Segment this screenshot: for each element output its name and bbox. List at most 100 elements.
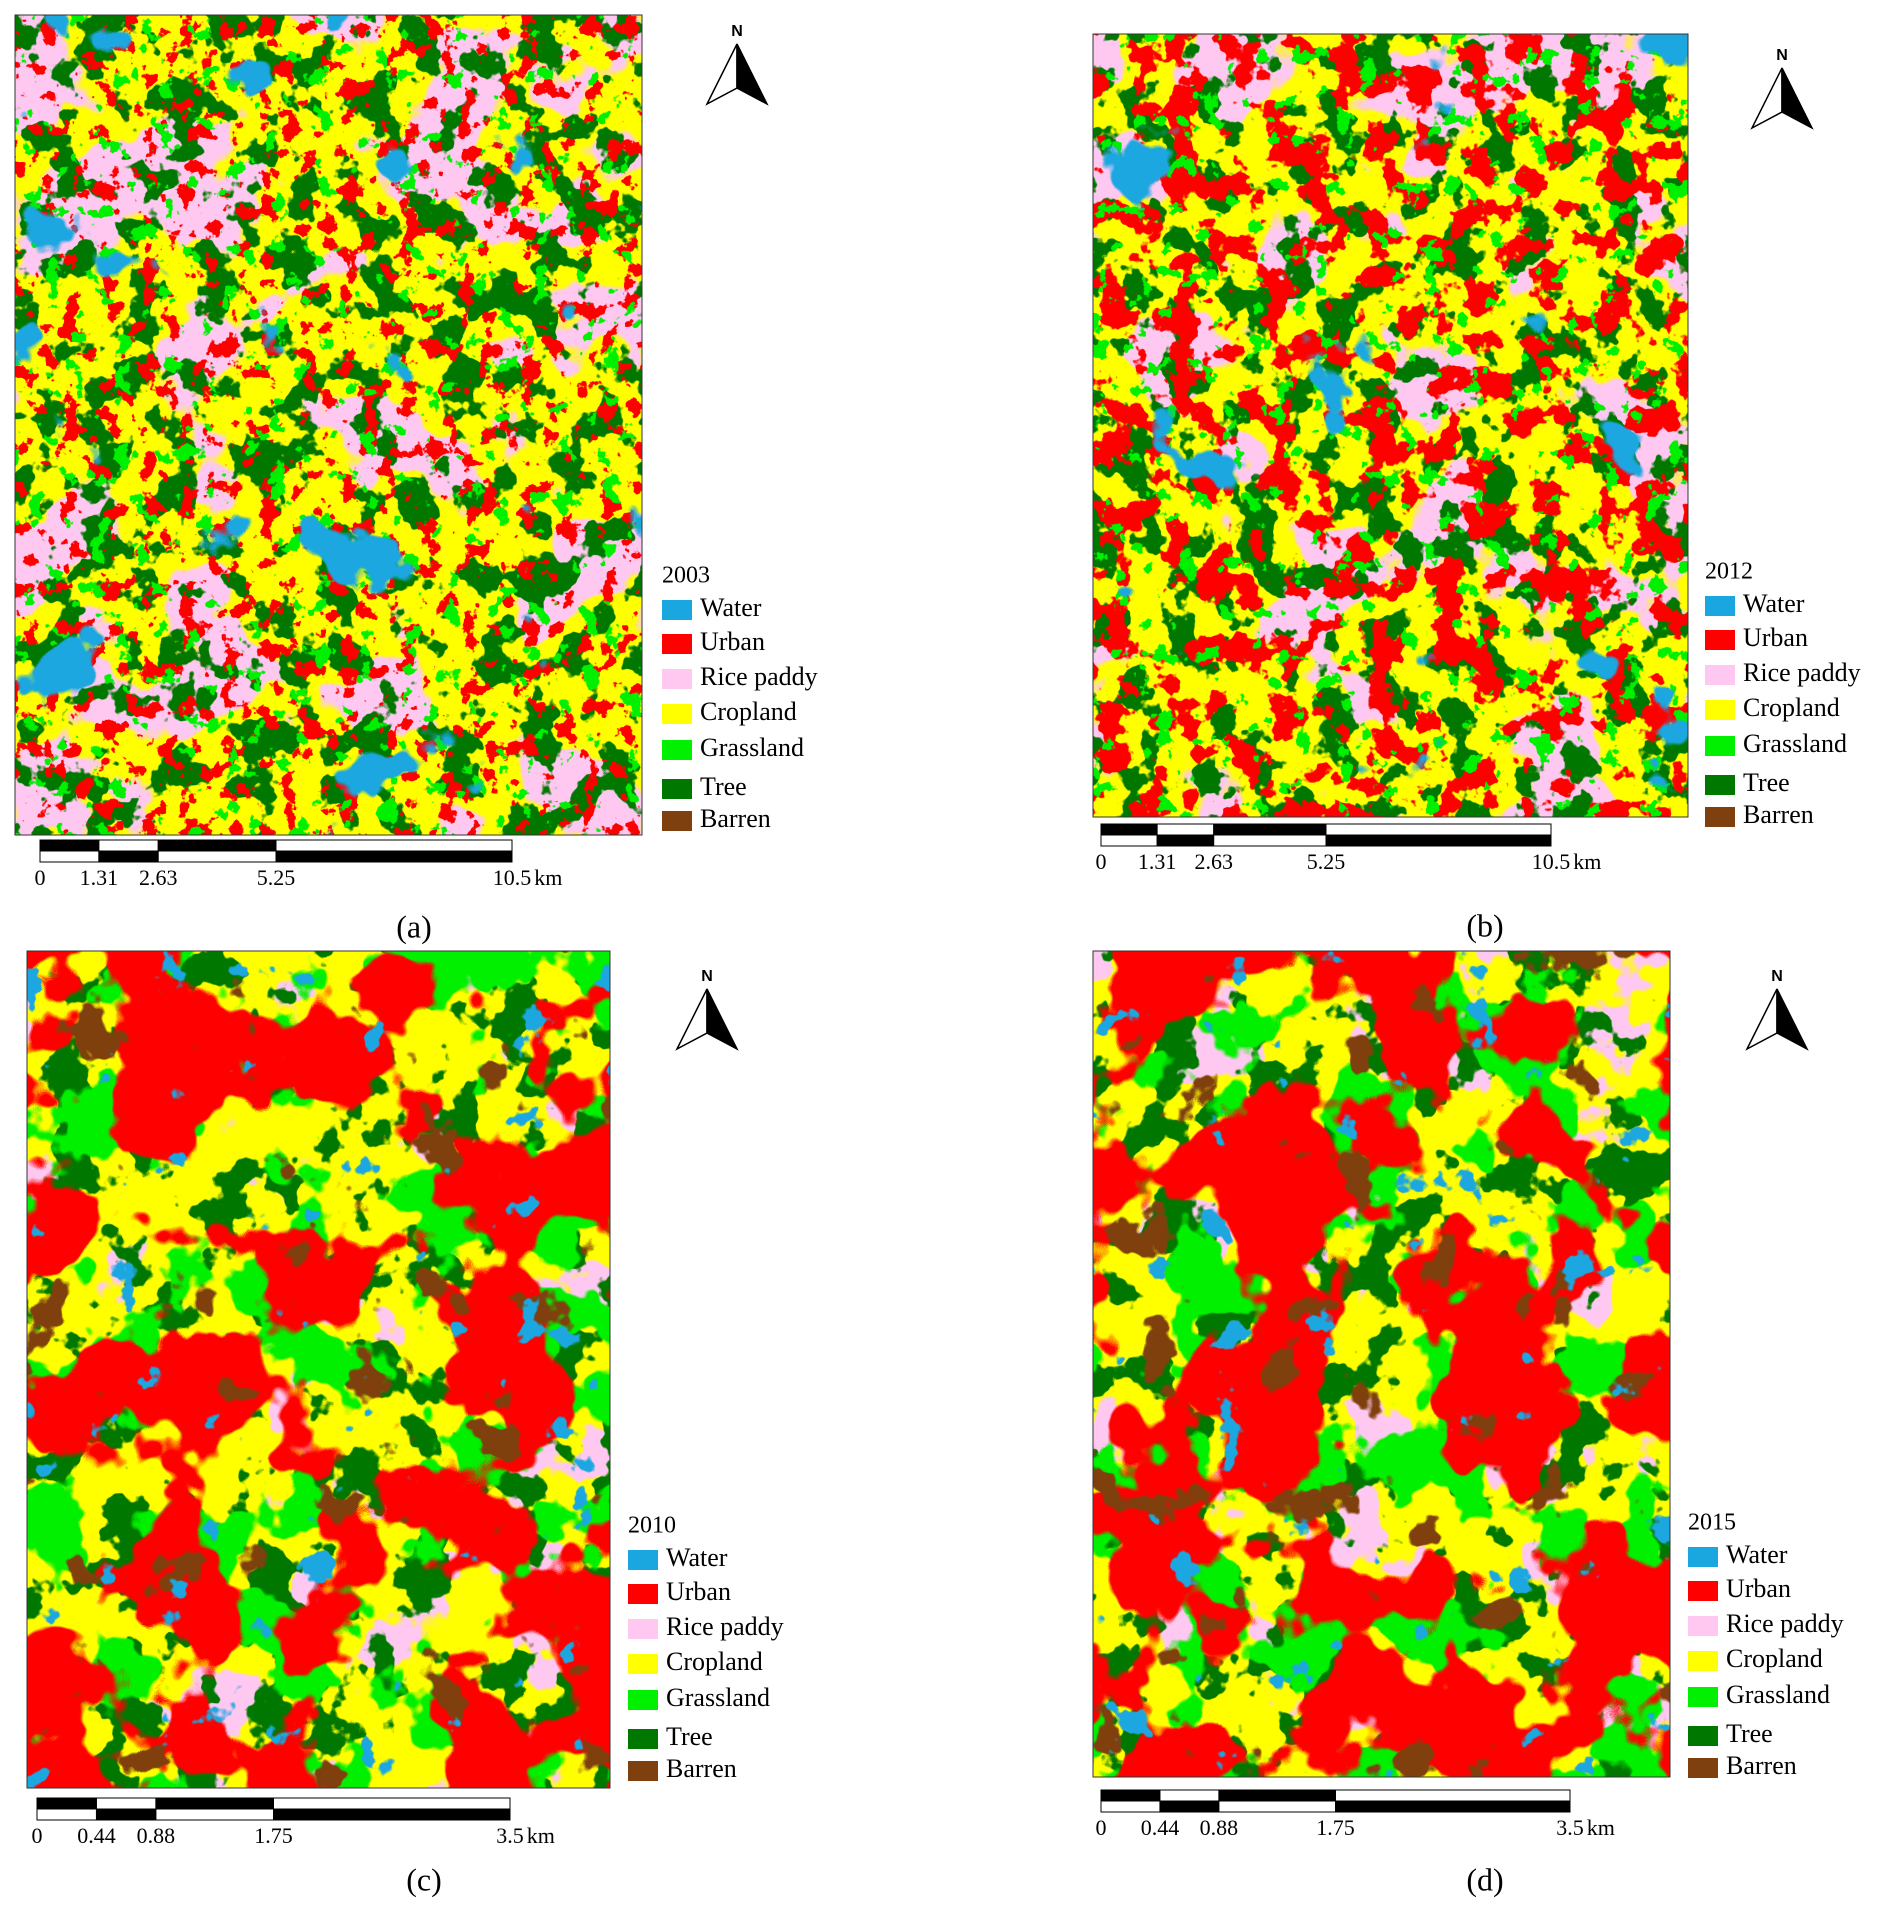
scale-segment bbox=[1218, 1800, 1337, 1813]
scale-label: 1.31 bbox=[80, 865, 119, 890]
north-label: N bbox=[1776, 47, 1788, 64]
scale-segment bbox=[1159, 1800, 1220, 1813]
legend-label: Cropland bbox=[1726, 1644, 1823, 1673]
map-frame bbox=[1092, 950, 1671, 1778]
scale-segment bbox=[1100, 1800, 1161, 1813]
land-cover-layer bbox=[27, 951, 610, 1788]
scale-segment bbox=[39, 839, 100, 852]
north-arrow-right bbox=[736, 43, 769, 106]
scale-segment bbox=[95, 1808, 157, 1821]
legend-title: 2015 bbox=[1688, 1510, 1736, 1536]
land-cover-layer bbox=[1093, 34, 1688, 817]
scale-label: 10.5 bbox=[493, 865, 532, 890]
legend-title: 2012 bbox=[1705, 559, 1753, 585]
legend-label: Tree bbox=[666, 1722, 713, 1751]
legend-label: Grassland bbox=[666, 1683, 770, 1712]
legend-swatch bbox=[1705, 630, 1735, 650]
map-panel: N 2015 Water Urban Rice paddy Cropland Grassla… bbox=[1092, 950, 1844, 1897]
scale-label: 0 bbox=[1096, 1815, 1107, 1840]
legend-swatch bbox=[1688, 1616, 1718, 1636]
legend-label: Urban bbox=[1743, 623, 1808, 652]
legend-label: Water bbox=[1726, 1540, 1788, 1569]
legend-swatch bbox=[1705, 700, 1735, 720]
land-cover-layer bbox=[15, 15, 642, 835]
legend-swatch bbox=[1705, 807, 1735, 827]
scale-segment bbox=[157, 839, 277, 852]
map-panel: N 2003 Water Urban Rice paddy Cropland Grassla… bbox=[14, 14, 818, 944]
land-cover-map bbox=[1093, 34, 1688, 817]
scale-segment bbox=[1156, 834, 1215, 847]
scale-label: 2.63 bbox=[139, 865, 178, 890]
scale-segment bbox=[95, 1797, 157, 1810]
scale-segment bbox=[1156, 823, 1215, 836]
legend-label: Barren bbox=[700, 804, 771, 833]
legend-label: Rice paddy bbox=[1743, 658, 1861, 687]
legend-label: Barren bbox=[1726, 1751, 1797, 1780]
north-label: N bbox=[1771, 968, 1783, 985]
legend-swatch bbox=[1688, 1758, 1718, 1778]
legend-label: Tree bbox=[1726, 1719, 1773, 1748]
legend-swatch bbox=[628, 1761, 658, 1781]
north-arrow-left bbox=[1745, 988, 1778, 1051]
scale-label: 0.88 bbox=[1200, 1815, 1239, 1840]
scale-segment bbox=[1325, 823, 1552, 836]
legend-label: Cropland bbox=[666, 1647, 763, 1676]
legend-label: Grassland bbox=[1726, 1680, 1830, 1709]
scale-unit: km bbox=[534, 865, 562, 890]
legend-swatch bbox=[628, 1584, 658, 1604]
legend-label: Tree bbox=[700, 772, 747, 801]
scale-label: 0 bbox=[35, 865, 46, 890]
scale-label: 0 bbox=[1096, 849, 1107, 874]
legend-swatch bbox=[662, 634, 692, 654]
scale-label: 5.25 bbox=[1307, 849, 1346, 874]
legend-swatch bbox=[662, 779, 692, 799]
scale-label: 1.75 bbox=[254, 1823, 293, 1848]
legend-swatch bbox=[1688, 1581, 1718, 1601]
scale-segment bbox=[155, 1808, 275, 1821]
legend-swatch bbox=[1688, 1547, 1718, 1567]
legend-label: Grassland bbox=[700, 733, 804, 762]
legend-swatch bbox=[662, 600, 692, 620]
legend-label: Rice paddy bbox=[700, 662, 818, 691]
scale-segment bbox=[1159, 1789, 1220, 1802]
legend-swatch bbox=[662, 704, 692, 724]
legend-swatch bbox=[1705, 665, 1735, 685]
scale-segment bbox=[98, 839, 159, 852]
scale-segment bbox=[273, 1797, 511, 1810]
legend-swatch bbox=[1705, 596, 1735, 616]
legend-label: Cropland bbox=[700, 697, 797, 726]
legend-swatch bbox=[662, 811, 692, 831]
scale-segment bbox=[1213, 823, 1327, 836]
legend-swatch bbox=[628, 1654, 658, 1674]
scale-label: 0.44 bbox=[77, 1823, 116, 1848]
legend-swatch bbox=[1688, 1726, 1718, 1746]
legend-label: Urban bbox=[1726, 1574, 1791, 1603]
legend-label: Urban bbox=[700, 627, 765, 656]
legend-label: Rice paddy bbox=[666, 1612, 784, 1641]
scale-label: 0.88 bbox=[137, 1823, 176, 1848]
land-cover-map bbox=[15, 15, 642, 835]
north-label: N bbox=[731, 23, 743, 40]
legend-title: 2003 bbox=[662, 563, 710, 589]
legend-title: 2010 bbox=[628, 1513, 676, 1539]
scale-label: 2.63 bbox=[1194, 849, 1233, 874]
scale-segment bbox=[1335, 1789, 1571, 1802]
legend-swatch bbox=[662, 669, 692, 689]
legend-label: Grassland bbox=[1743, 729, 1847, 758]
panel-label: (c) bbox=[406, 1861, 442, 1897]
legend-swatch bbox=[628, 1729, 658, 1749]
map-panel: N 2010 Water Urban Rice paddy Cropland Grassla… bbox=[26, 950, 784, 1897]
legend-label: Barren bbox=[666, 1754, 737, 1783]
legend-swatch bbox=[628, 1619, 658, 1639]
scale-segment bbox=[155, 1797, 275, 1810]
legend-label: Cropland bbox=[1743, 693, 1840, 722]
north-arrow-right bbox=[1781, 67, 1814, 130]
map-frame bbox=[14, 14, 643, 836]
scale-segment bbox=[1213, 834, 1327, 847]
legend-swatch bbox=[1688, 1651, 1718, 1671]
legend-label: Water bbox=[1743, 589, 1805, 618]
scale-label: 1.75 bbox=[1316, 1815, 1355, 1840]
legend-label: Urban bbox=[666, 1577, 731, 1606]
scale-segment bbox=[273, 1808, 511, 1821]
